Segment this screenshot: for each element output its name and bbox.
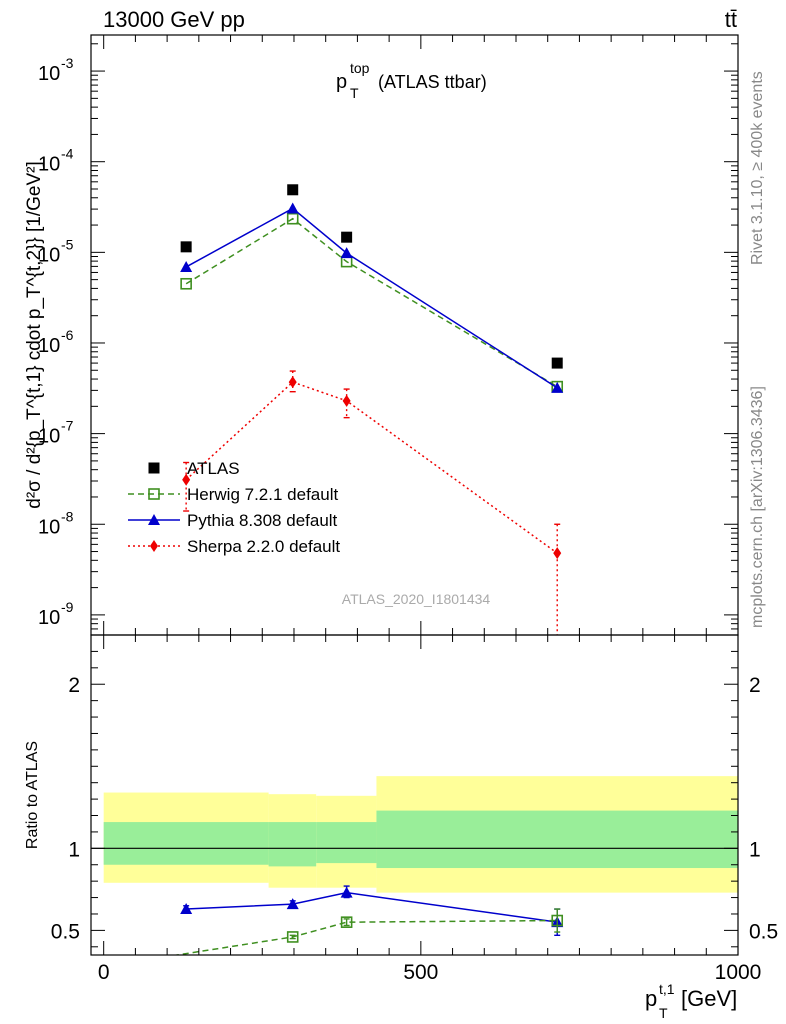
watermark-label: ATLAS_2020_I1801434 <box>342 591 491 607</box>
legend-marker <box>148 514 160 525</box>
main-y-axis-label-text: d²σ / d²{p_T^{t,1} cdot p_T^{t,2}} [1/Ge… <box>24 161 45 508</box>
y-tick-label: 10 <box>38 607 60 629</box>
ratio-point <box>286 931 299 943</box>
x-tick-label: 0 <box>98 961 110 984</box>
ratio-line <box>186 891 558 923</box>
ratio-point <box>551 914 564 927</box>
title-rest: (ATLAS ttbar) <box>378 72 487 92</box>
ratio-y-tick-label-left: 1 <box>68 838 80 861</box>
y-tick-exponent: -8 <box>61 508 74 524</box>
x-axis-label: p t,1 T [GeV] <box>645 981 737 1021</box>
legend: ATLAS Herwig 7.2.1 default Pythia 8.308 de… <box>128 459 340 556</box>
title-sub: T <box>350 85 359 101</box>
data-point <box>342 394 351 407</box>
y-tick-exponent: -5 <box>61 236 74 252</box>
ratio-point <box>286 898 299 910</box>
legend-label: Herwig 7.2.1 default <box>187 485 338 504</box>
process-label: tt̄ <box>725 7 737 32</box>
series-line <box>185 217 558 388</box>
legend-item: Sherpa 2.2.0 default <box>128 537 340 556</box>
title-sup: top <box>350 60 370 76</box>
x-tick-label: 1000 <box>715 961 762 984</box>
y-tick-exponent: -7 <box>61 418 74 434</box>
y-tick-label: 10 <box>38 335 60 357</box>
x-tick-label: 500 <box>403 961 438 984</box>
mcplots-label: mcplots.cern.ch [arXiv:1306.3436] <box>749 386 766 628</box>
legend-label: ATLAS <box>187 459 240 478</box>
ratio-point <box>340 886 353 898</box>
legend-label: Sherpa 2.2.0 default <box>187 537 340 556</box>
y-tick-exponent: -3 <box>61 55 74 71</box>
data-point <box>287 184 299 196</box>
legend-marker <box>148 488 160 500</box>
data-point <box>180 277 192 290</box>
ratio-y-tick-label-left: 0.5 <box>51 920 80 943</box>
ratio-y-tick-label-right: 1 <box>749 838 761 861</box>
x-label-main: p <box>645 986 657 1011</box>
series-2 <box>180 202 564 393</box>
data-point <box>288 376 297 389</box>
x-label-sup: t,1 <box>659 981 675 997</box>
series-0 <box>180 184 563 369</box>
y-tick-label: 10 <box>38 154 60 176</box>
series-line <box>185 207 558 389</box>
data-point <box>286 212 299 225</box>
legend-marker <box>150 540 158 552</box>
title-main: p <box>336 71 347 93</box>
data-point <box>551 357 563 369</box>
data-point <box>551 381 564 393</box>
legend-item: Pythia 8.308 default <box>128 511 338 530</box>
y-tick-exponent: -6 <box>61 327 74 343</box>
main-y-axis-label: d²σ / d²{p_T^{t,1} cdot p_T^{t,2}} [1/Ge… <box>24 161 45 508</box>
data-point <box>180 241 192 253</box>
ratio-frame <box>90 634 739 956</box>
data-point <box>286 202 299 214</box>
legend-marker <box>148 462 160 474</box>
data-point <box>340 247 353 259</box>
ratio-series-1 <box>172 908 564 955</box>
legend-item: ATLAS <box>148 459 240 478</box>
y-tick-label: 10 <box>38 516 60 538</box>
ratio-y-tick-label-right: 0.5 <box>749 920 778 943</box>
legend-label: Pythia 8.308 default <box>187 511 338 530</box>
data-point <box>180 260 193 272</box>
svg-text:p: p <box>336 71 347 93</box>
rivet-label: Rivet 3.1.10, ≥ 400k events <box>749 71 766 265</box>
series-3 <box>182 370 562 635</box>
uncertainty-band-inner <box>103 822 269 865</box>
data-point <box>182 473 191 486</box>
ratio-line <box>172 919 558 955</box>
y-tick-exponent: -4 <box>61 146 74 162</box>
y-tick-label: 10 <box>38 426 60 448</box>
energy-label: 13000 GeV pp <box>103 7 245 32</box>
ratio-panel: 0.5 0.5 1 1 2 2 0 500 1000 Ratio to ATLAS p t,1 … <box>24 634 778 1021</box>
ratio-y-tick-label-left: 2 <box>68 674 80 697</box>
y-tick-label: 10 <box>38 244 60 266</box>
y-tick-exponent: -9 <box>61 599 74 615</box>
series-1 <box>180 212 564 393</box>
ratio-series-0 <box>180 885 564 937</box>
x-label-sub: T <box>659 1005 668 1021</box>
main-panel: 10-910-810-710 -610-510-410-3 ATLAS_2020_… <box>24 34 739 636</box>
data-point <box>553 547 562 560</box>
main-title: p top T (ATLAS ttbar) <box>336 60 487 101</box>
x-label-rest: [GeV] <box>681 986 737 1011</box>
y-tick-label: 10 <box>38 63 60 85</box>
ratio-point <box>340 916 353 928</box>
ratio-y-axis-label: Ratio to ATLAS <box>24 741 41 849</box>
ratio-point <box>180 903 193 915</box>
uncertainty-band-inner <box>316 822 377 864</box>
ratio-y-tick-label-right: 2 <box>749 674 761 697</box>
series-line <box>185 381 558 554</box>
uncertainty-band-inner <box>268 822 317 867</box>
uncertainty-band-inner <box>376 810 738 869</box>
data-point <box>341 231 353 243</box>
legend-item: Herwig 7.2.1 default <box>128 485 338 504</box>
